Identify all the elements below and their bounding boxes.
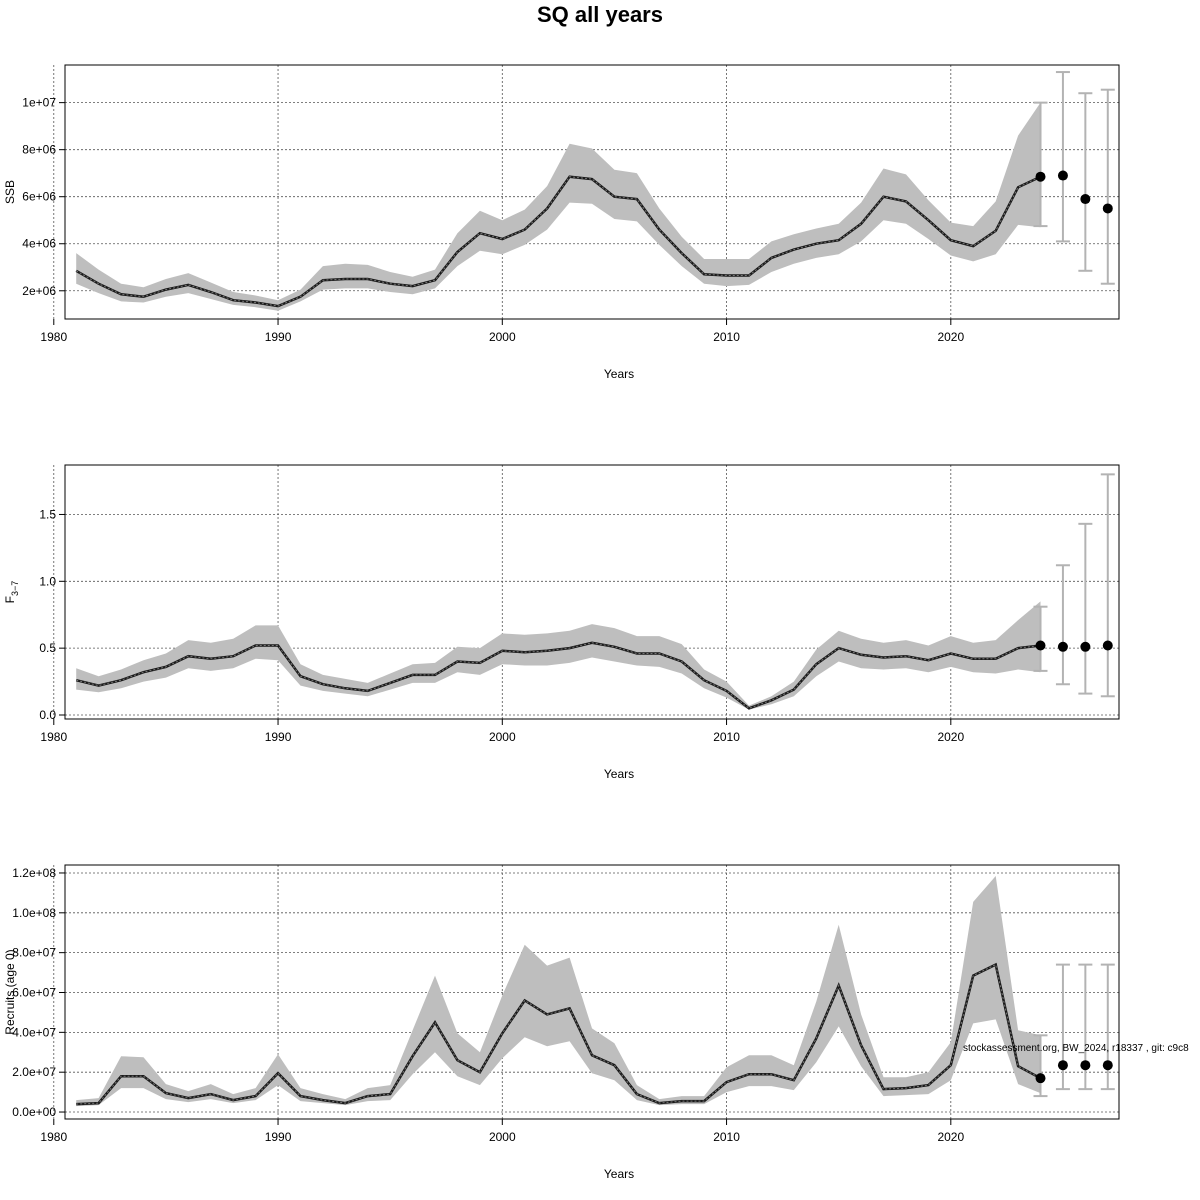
y-tick-label: 8e+06	[22, 143, 56, 157]
forecast-point	[1057, 1060, 1068, 1071]
x-axis-label: Years	[604, 1167, 634, 1181]
forecast-point	[1102, 640, 1113, 651]
forecast-point	[1035, 171, 1046, 182]
y-tick-label: 0.0	[39, 708, 56, 722]
forecast-point	[1102, 1060, 1113, 1071]
panel-2: 1980 1990 2000 2010 2020 0.0 0.5 1.0 1.5 Years F3−…	[3, 464, 1120, 781]
y-tick-label: 2e+06	[22, 284, 56, 298]
y-tick-label: 4e+06	[22, 237, 56, 251]
forecast-point	[1080, 1060, 1091, 1071]
y-axis-label: F3−7	[3, 581, 20, 604]
panel-3: 1980 1990 2000 2010 2020 0.0e+00 2.0e+07 4.0e+0…	[3, 864, 1120, 1181]
plot-frame	[64, 464, 1120, 720]
x-tick-label: 2010	[713, 330, 740, 344]
x-tick-label: 2000	[489, 1130, 516, 1144]
forecast-point	[1057, 170, 1068, 181]
forecast-point	[1080, 641, 1091, 652]
y-axis-label-subscript: 3−7	[10, 581, 20, 596]
confidence-band	[76, 876, 1041, 1107]
forecast-point	[1080, 194, 1091, 205]
x-tick-label: 2020	[937, 1130, 964, 1144]
y-axis-label: Recruits (age 0)	[3, 949, 17, 1034]
forecast-point	[1035, 1073, 1046, 1084]
y-tick-label: 1.5	[39, 507, 56, 521]
x-tick-label: 1980	[40, 330, 67, 344]
y-tick-label: 1.2e+08	[12, 866, 56, 880]
y-tick-label: 1.0e+08	[12, 906, 56, 920]
x-tick-label: 2010	[713, 730, 740, 744]
forecast-point	[1057, 641, 1068, 652]
y-axis-label: SSB	[3, 180, 17, 204]
x-axis-label: Years	[604, 767, 634, 781]
plot-frame	[64, 64, 1120, 320]
x-tick-label: 1990	[265, 330, 292, 344]
estimate-line-dotted	[75, 176, 1041, 307]
y-tick-label: 0.5	[39, 641, 56, 655]
x-tick-label: 2010	[713, 1130, 740, 1144]
x-tick-label: 2020	[937, 730, 964, 744]
x-tick-label: 2020	[937, 330, 964, 344]
y-tick-label: 6.0e+07	[12, 985, 56, 999]
x-tick-label: 1990	[265, 730, 292, 744]
y-tick-label: 6e+06	[22, 190, 56, 204]
forecast-point	[1035, 640, 1046, 651]
y-tick-label: 8.0e+07	[12, 946, 56, 960]
x-tick-label: 2000	[489, 330, 516, 344]
estimate-line-dotted	[76, 963, 1041, 1105]
y-tick-label: 1.0	[39, 574, 56, 588]
x-tick-label: 1990	[265, 1130, 292, 1144]
x-tick-label: 1980	[40, 730, 67, 744]
y-tick-label: 2.0e+07	[12, 1065, 56, 1079]
x-tick-label: 2000	[489, 730, 516, 744]
footnote: stockassessment.org, BW_2024, r18337 , g…	[963, 1043, 1189, 1054]
x-tick-label: 1980	[40, 1130, 67, 1144]
panel-1: 1980 1990 2000 2010 2020 2e+06 4e+06 6e+06 8e+06…	[3, 64, 1120, 381]
y-tick-label: 1e+07	[22, 96, 56, 110]
page-title: SQ all years	[537, 2, 663, 27]
y-tick-label: 4.0e+07	[12, 1025, 56, 1039]
confidence-band	[76, 102, 1041, 311]
x-axis-label: Years	[604, 367, 634, 381]
confidence-band	[76, 601, 1041, 710]
y-tick-label: 0.0e+00	[12, 1105, 56, 1119]
forecast-point	[1102, 203, 1113, 214]
estimate-line-dotted	[76, 642, 1041, 709]
